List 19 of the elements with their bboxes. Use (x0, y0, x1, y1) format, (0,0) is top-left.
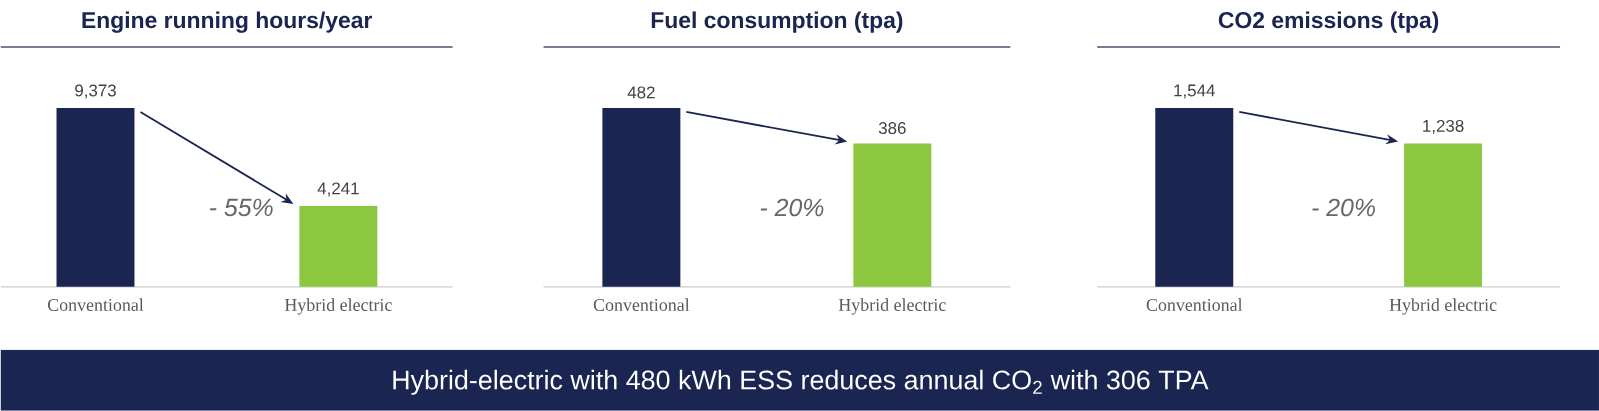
x-tick-label: Hybrid electric (838, 298, 946, 315)
annotation: - 55% (209, 198, 273, 217)
x-tick-label: Hybrid electric (1389, 298, 1497, 315)
x-tick-label: Conventional (593, 298, 690, 312)
data-label: 4,241 (317, 182, 359, 197)
data-label: 482 (627, 86, 655, 99)
data-label: 1,238 (1423, 119, 1464, 134)
chart-title: Engine running hours/year (82, 11, 373, 33)
text: Hybrid-electric with 480 kWh ESS reduces annual CO$_{2}$ with 306 TPA (393, 369, 1209, 395)
data-label: 386 (878, 122, 906, 135)
data-label: 9,373 (75, 84, 116, 99)
data-label: 1,544 (1174, 84, 1215, 99)
x-tick-label: Conventional (47, 298, 144, 312)
annotation: - 20% (1312, 198, 1375, 217)
chart-title: CO2 emissions (tpa) (1218, 11, 1439, 33)
annotation: - 20% (760, 198, 824, 217)
x-tick-label: Hybrid electric (284, 298, 392, 315)
chart-title: Fuel consumption (tpa) (651, 11, 903, 33)
x-tick-label: Conventional (1146, 298, 1243, 312)
